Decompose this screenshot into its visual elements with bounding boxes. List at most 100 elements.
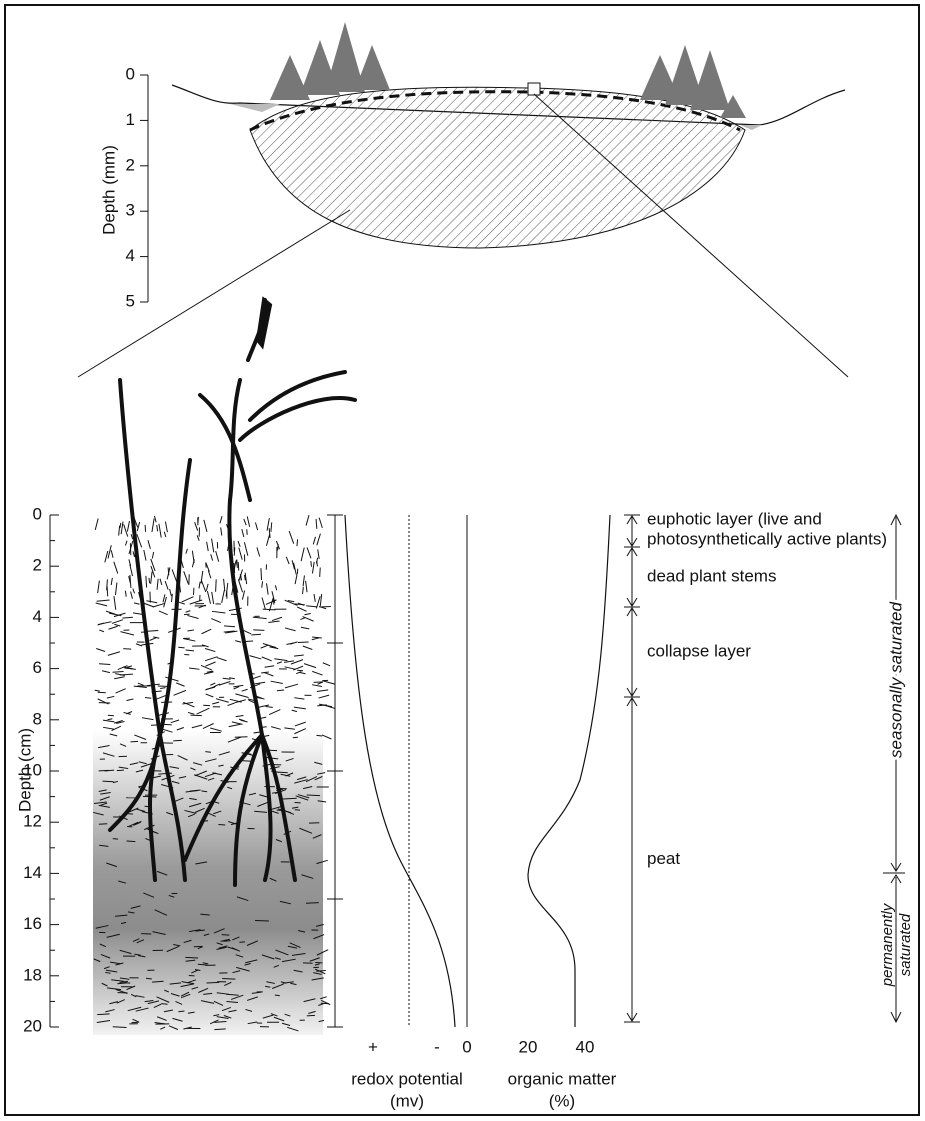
debris [182, 701, 194, 705]
tick-label: 2 [33, 556, 42, 575]
debris [228, 1009, 237, 1013]
debris [114, 720, 123, 724]
debris [296, 776, 307, 781]
tick-label: 1 [126, 110, 135, 129]
debris [205, 758, 217, 763]
debris [305, 580, 308, 593]
debris [156, 870, 168, 876]
debris [144, 696, 152, 699]
debris [228, 723, 241, 728]
debris [195, 929, 205, 932]
debris [301, 874, 314, 879]
debris [291, 709, 298, 713]
debris [132, 551, 136, 558]
debris [213, 1014, 220, 1017]
debris [163, 596, 167, 608]
debris [242, 629, 252, 635]
debris [134, 953, 141, 956]
debris [241, 688, 248, 692]
debris [132, 612, 143, 615]
debris [318, 694, 330, 699]
debris [129, 762, 139, 766]
debris [213, 683, 221, 688]
debris [308, 1010, 316, 1014]
debris [181, 596, 194, 603]
debris [193, 762, 203, 766]
debris [114, 582, 118, 596]
debris [223, 630, 235, 633]
debris [218, 764, 224, 767]
debris [111, 619, 124, 624]
debris [261, 581, 264, 588]
debris [133, 821, 141, 826]
debris [127, 911, 135, 914]
debris [287, 945, 298, 949]
debris [123, 524, 129, 537]
debris [316, 859, 328, 865]
arrow-head [890, 513, 902, 1024]
debris [262, 643, 277, 649]
debris [194, 770, 208, 777]
debris [306, 547, 312, 559]
debris [178, 1010, 185, 1013]
debris [206, 591, 211, 604]
debris [302, 587, 304, 594]
debris [116, 999, 125, 1004]
debris [227, 702, 235, 707]
debris [102, 726, 114, 730]
debris [314, 761, 323, 765]
debris [220, 938, 230, 942]
x-tick-label: 0 [462, 1037, 471, 1056]
debris [316, 734, 323, 737]
debris [198, 581, 201, 589]
debris [246, 996, 258, 1001]
debris [271, 726, 281, 730]
debris [198, 604, 206, 609]
tick-label: 20 [23, 1016, 42, 1035]
debris [180, 991, 190, 997]
debris [291, 560, 295, 570]
debris [145, 575, 148, 588]
debris [318, 517, 323, 529]
debris [246, 516, 251, 527]
debris [158, 610, 168, 616]
debris [281, 1022, 291, 1027]
debris [195, 807, 205, 813]
debris [97, 691, 106, 694]
debris [171, 593, 173, 603]
debris [265, 599, 277, 605]
debris [316, 949, 329, 956]
debris [106, 695, 115, 699]
debris [169, 982, 182, 985]
debris [219, 516, 223, 524]
debris [226, 993, 239, 996]
debris [278, 771, 288, 774]
debris [312, 670, 323, 676]
debris [103, 966, 110, 970]
tick-label: 4 [33, 607, 42, 626]
seasonal-label: seasonally saturated [886, 601, 905, 757]
debris [214, 1020, 227, 1023]
debris [215, 550, 220, 562]
debris [319, 593, 323, 607]
debris [291, 953, 306, 956]
debris [153, 1003, 162, 1009]
debris [297, 602, 305, 606]
debris [149, 636, 158, 641]
debris [151, 518, 155, 533]
debris [232, 970, 241, 974]
debris [281, 958, 296, 963]
debris [178, 776, 187, 779]
debris [254, 810, 268, 813]
debris [284, 599, 298, 606]
debris [191, 550, 195, 564]
debris [136, 534, 143, 548]
debris [252, 616, 267, 620]
debris [275, 949, 289, 956]
debris [161, 1003, 168, 1005]
debris [279, 900, 291, 905]
debris [185, 548, 188, 554]
debris [150, 558, 156, 572]
debris [126, 840, 136, 843]
